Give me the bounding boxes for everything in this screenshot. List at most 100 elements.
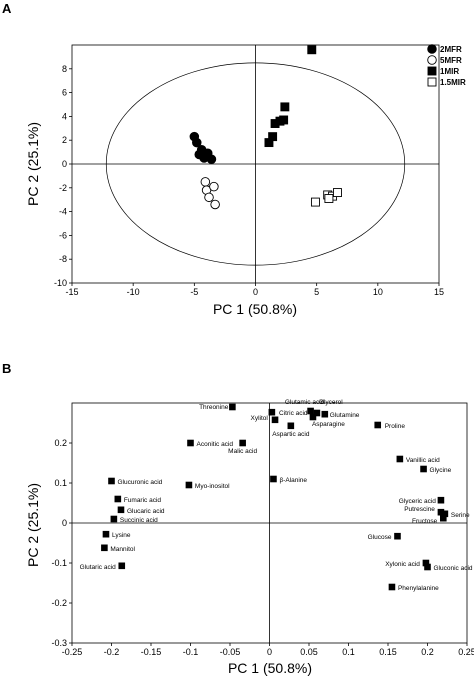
panel-b-point-label-xylitol: Xylitol [251,415,269,422]
panel-b-point-vanillic-acid [396,455,404,463]
panel-b-point-label-glycerol: Glycerol [319,399,343,406]
panel-b-point-label-serine: Serine [451,512,470,519]
panel-a-label: A [2,1,12,16]
panel-b-point-label-aspartic-acid: Aspartic acid [272,431,310,438]
panel-b-label: B [2,361,11,376]
panel-b-point-label-glyceric-acid: Glyceric acid [399,498,437,505]
panel-b-point-label-asparagine: Asparagine [312,421,345,428]
panel-b-point-glycerol [313,409,321,417]
panel-b-point-serine [441,510,449,518]
panel-a-y-tick-label: 8 [62,64,67,74]
panel-b-point-mannitol [101,544,108,552]
panel-a-point-1mir [307,45,317,55]
panel-b-point-asparagine [309,413,317,421]
panel-a-y-ticks: -10 -8 -6 -4 -2 0 2 4 6 8 [54,64,439,288]
panel-b-point-succinic-acid [110,515,118,523]
panel-b-y-tick-label: -0.2 [51,598,67,608]
panel-b-point-malic-acid [239,439,246,447]
panel-b-point-xylonic-acid [422,559,430,567]
legend-label-1mir: 1MIR [440,67,459,76]
panel-b-point-phenylalanine [388,583,396,591]
legend-label-2mfr: 2MFR [440,45,462,54]
panel-b-point-label-glucaric-acid: Glucaric acid [127,508,165,515]
legend-marker-1mir [427,66,437,76]
panel-b-point-glucaric-acid [117,506,125,514]
panel-b-y-tick-label: -0.3 [51,638,67,648]
panel-b-point-label-fructose: Fructose [412,518,438,525]
panel-a-point-2mfr [206,154,217,164]
panel-b-point-myo-inositol [185,481,193,489]
panel-a-x-tick-label: 0 [253,287,258,297]
panel-b-point-label-myo-inositol: Myo-inositol [195,483,230,490]
panel-b-point-label-aconitic-acid: Aconitic acid [197,441,234,448]
panel-b-point-label-gluconic-acid: Gluconic acid [434,565,473,572]
panel-a-point-5mfr [200,177,211,187]
panel-b-point-label-putrescine: Putrescine [404,506,435,513]
panel-b-point-glutamine [321,410,329,418]
panel-a-x-ticks: -15 -10 -5 0 5 10 15 [65,45,444,297]
panel-a-x-tick-label: -10 [127,287,140,297]
panel-a-y-tick-label: -8 [59,254,67,264]
panel-b-point-gluconic-acid [424,563,431,571]
panel-b-point-aspartic-acid [287,422,295,430]
panel-b-x-tick-label: 0 [267,647,272,657]
panel-b-point-label-alanine: β-Alanine [279,477,307,484]
panel-b-point-label-glutamic-acid: Glutamic acid [285,399,325,406]
panel-b-point-label-glucuronic-acid: Glucuronic acid [118,479,163,486]
panel-a-point-1mir [264,138,274,148]
panel-b-point-label-fumaric-acid: Fumaric acid [124,497,162,504]
panel-b-y-axis-title: PC 2 (25.1%) [25,483,41,567]
panel-b-y-tick-label: -0.1 [51,558,67,568]
panel-b-point-aconitic-acid [187,439,194,447]
panel-a-y-axis-title: PC 2 (25.1%) [25,122,41,206]
panel-b-point-label-succinic-acid: Succinic acid [120,517,158,524]
panel-b-point-fructose [440,514,447,522]
panel-a-y-tick-label: -10 [54,278,67,288]
panel-b-y-tick-label: 0.2 [54,438,67,448]
panel-b-x-tick-label: 0.25 [458,647,474,657]
panel-b-point-xylitol [268,408,276,416]
panel-a-point-5mfr [204,192,214,203]
panel-a-y-tick-label: 0 [62,159,67,169]
panel-b-x-tick-label: 0.05 [300,647,318,657]
panel-b-x-axis-title: PC 1 (50.8%) [228,660,312,676]
panel-b-point-glucuronic-acid [108,477,115,485]
panel-b-point-label-xylonic-acid: Xylonic acid [385,561,420,568]
panel-a-confidence-ellipse [105,62,406,266]
panel-a-x-tick-label: -15 [65,287,78,297]
panel-a-y-tick-label: -6 [59,230,67,240]
panel-b-x-tick-label: 0.1 [342,647,355,657]
panel-b-y-ticks: -0.3 -0.2 -0.1 0 0.1 0.2 [51,438,467,648]
panel-a-x-tick-label: 10 [373,287,383,297]
panel-b-point-label-glycine: Glycine [430,467,452,474]
panel-a-y-tick-label: -4 [59,207,67,217]
panel-a-y-tick-label: -2 [59,183,67,193]
legend-marker-5mfr [427,55,437,65]
panel-a-x-tick-label: 15 [434,287,444,297]
panel-b-point-label-phenylalanine: Phenylalanine [398,585,439,592]
panel-a-y-tick-label: 6 [62,88,67,98]
panel-b-point-lysine [102,530,110,538]
panel-a-point-1mir [270,119,280,128]
panel-a-point-1-5mir [310,197,320,207]
panel-a-point-2mfr [192,137,202,148]
panel-b-x-tick-label: -0.1 [183,647,199,657]
panel-b-point-alanine [270,475,277,483]
panel-b-point-glucose [394,532,401,540]
legend-marker-1-5mir [427,77,437,87]
panel-b-point-label-mannitol: Mannitol [110,546,135,553]
panel-a-point-5mfr [209,181,219,192]
panel-b-point-citric-acid [271,416,279,424]
panel-a-point-1mir [280,102,290,112]
panel-a-x-axis-title: PC 1 (50.8%) [213,301,297,317]
panel-a-points [189,45,342,210]
panel-b-point-label-glutaric-acid: Glutaric acid [80,564,117,571]
panel-b-point-putrescine [437,508,445,516]
panel-b-point-label-malic-acid: Malic acid [228,448,257,455]
panel-b-y-tick-label: 0 [62,518,67,528]
panel-b-x-tick-label: 0.15 [379,647,397,657]
panel-b-point-glutamic-acid [307,407,314,415]
panel-b-point-label-lysine: Lysine [112,532,131,539]
legend-label-1-5mir: 1.5MIR [440,78,466,87]
